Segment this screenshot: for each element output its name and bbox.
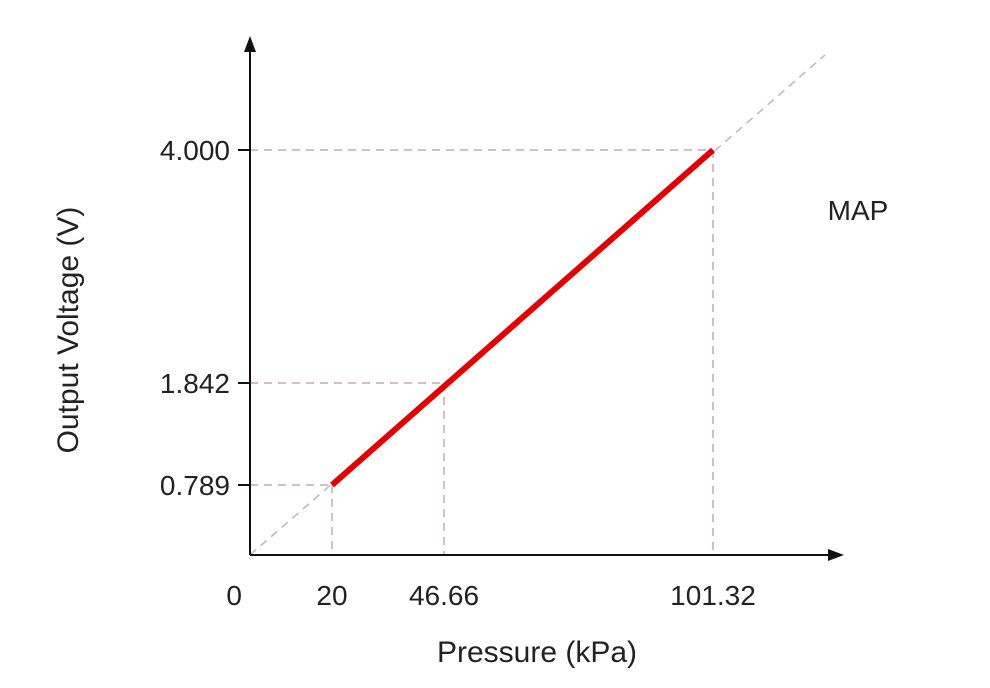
y-tick-label: 1.842	[160, 368, 230, 399]
series-line-map	[330, 147, 715, 488]
y-axis-arrow-icon	[244, 36, 256, 52]
x-axis-label: Pressure (kPa)	[437, 636, 637, 669]
x-tick-label: 0	[226, 580, 242, 611]
guide-lines	[250, 149, 714, 555]
tick-labels: 0 20 46.66 101.32 0.789 1.842 4.000	[160, 135, 756, 611]
x-tick-label: 46.66	[409, 580, 479, 611]
y-tick-label: 4.000	[160, 135, 230, 166]
x-tick-label: 20	[316, 580, 347, 611]
x-axis-arrow-icon	[828, 549, 844, 561]
y-axis-label: Output Voltage (V)	[52, 207, 85, 454]
annotation-map: MAP	[828, 195, 889, 226]
x-tick-label: 101.32	[670, 580, 756, 611]
y-tick-label: 0.789	[160, 470, 230, 501]
